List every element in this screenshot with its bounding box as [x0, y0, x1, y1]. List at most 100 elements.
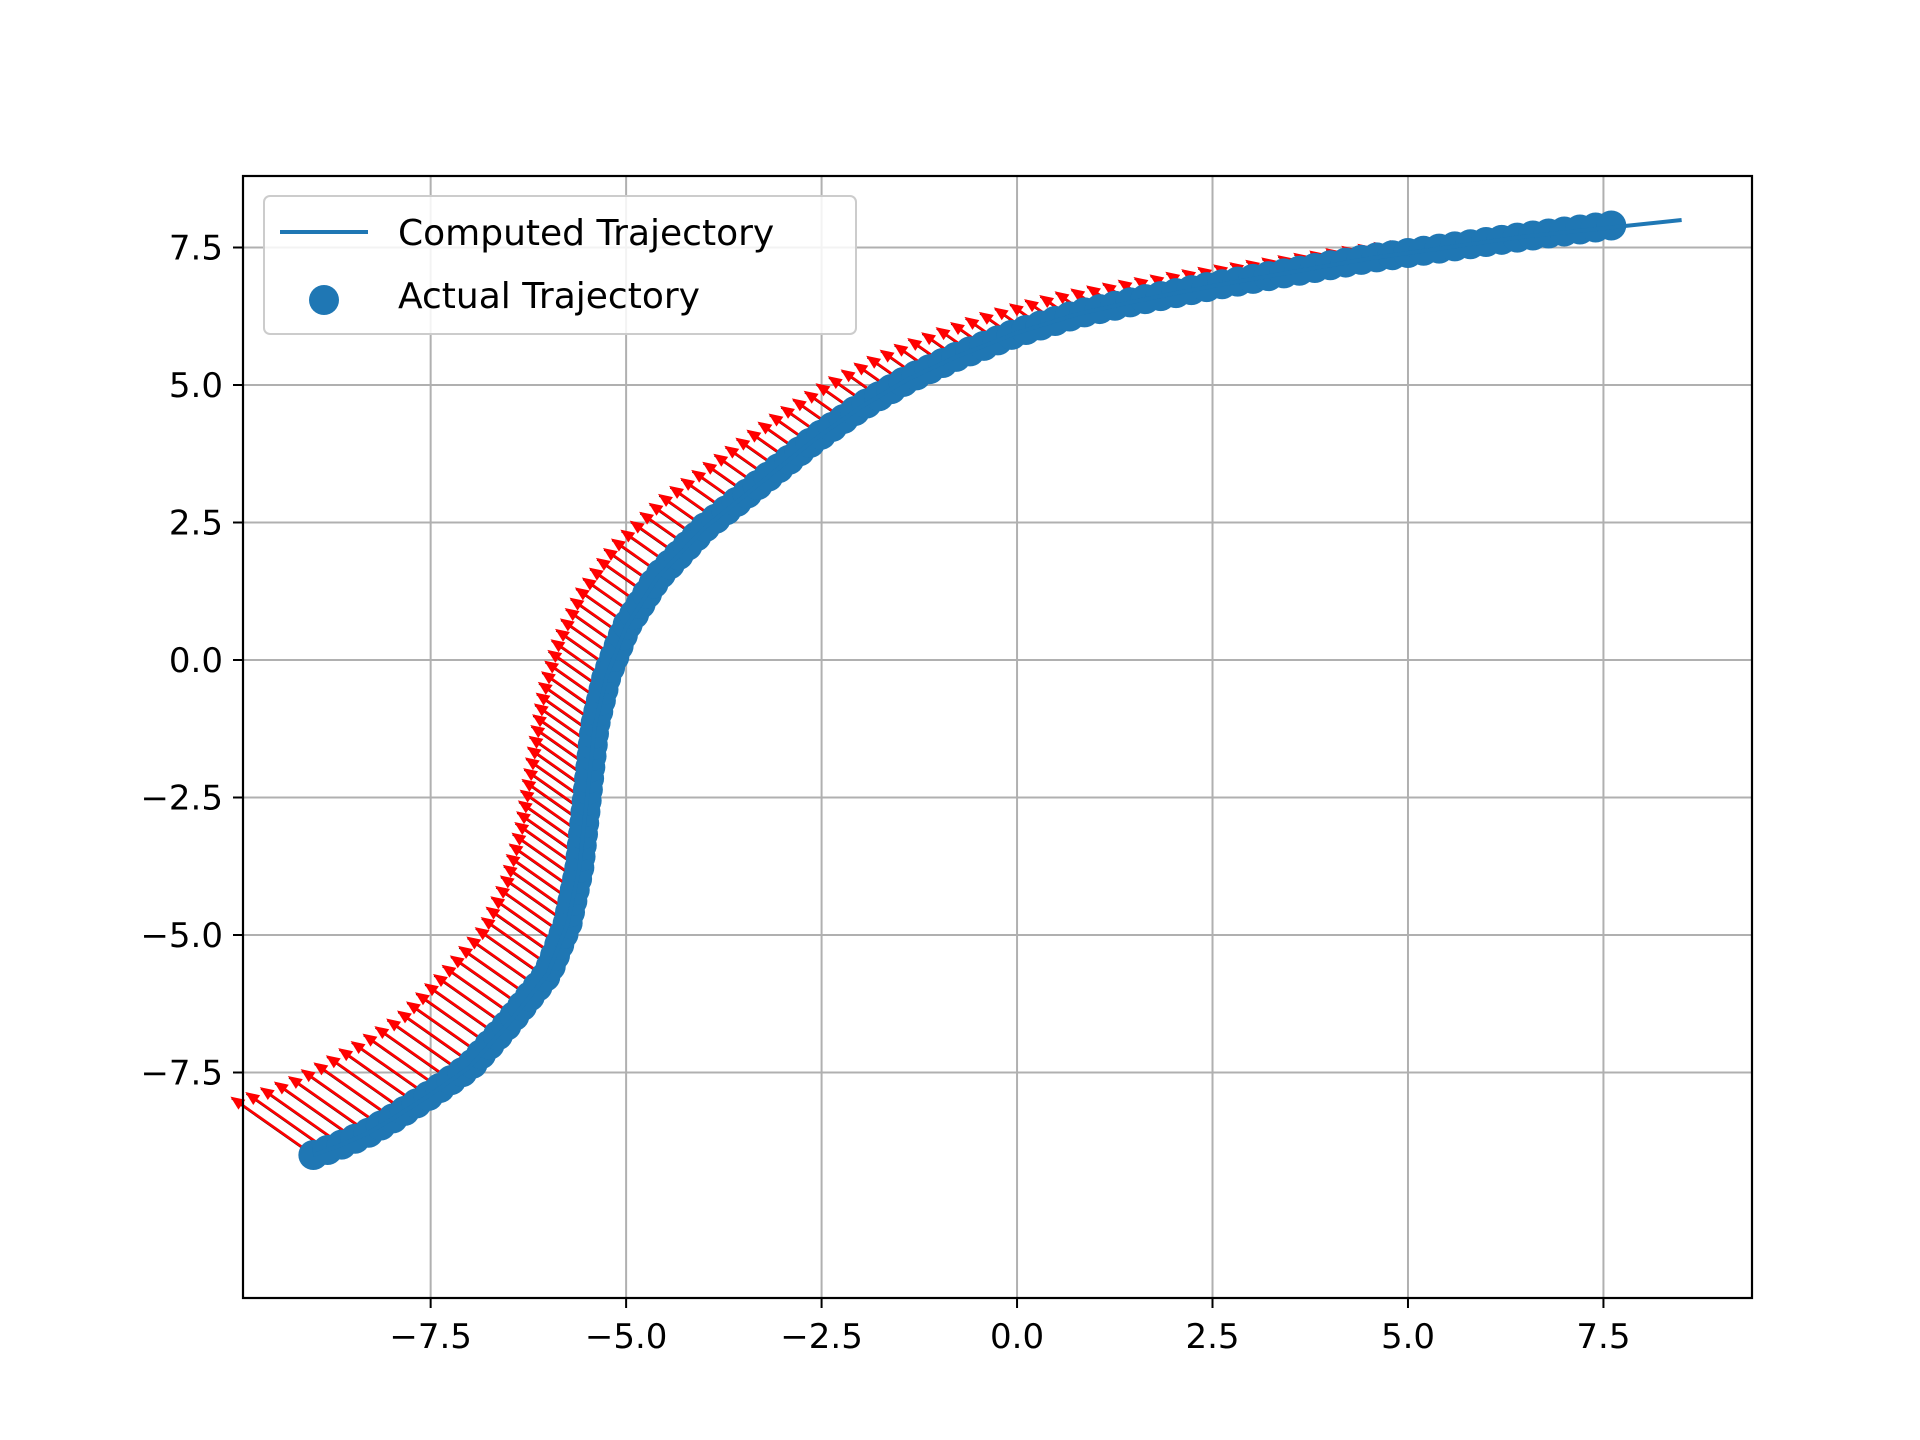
arrow-head: [559, 618, 575, 632]
arrow-head: [866, 355, 882, 369]
legend-box: [263, 195, 857, 335]
arrow-head: [639, 511, 654, 525]
x-tick-label-4: 2.5: [1185, 1317, 1239, 1357]
y-tick-label-0: −7.5: [140, 1054, 223, 1094]
x-tick-label-5: 5.0: [1381, 1317, 1435, 1357]
arrow-head: [386, 1018, 402, 1032]
computed-trajectory-line: [312, 218, 1682, 1157]
arrow-head: [610, 538, 626, 552]
arrow-head: [1117, 279, 1133, 293]
arrow-head: [374, 1026, 390, 1040]
x-tick-label-2: −2.5: [780, 1317, 863, 1357]
arrow-head: [629, 520, 645, 534]
arrow-head: [338, 1048, 354, 1062]
arrow-head: [259, 1087, 275, 1101]
legend-circle-marker: [309, 285, 339, 315]
arrow-head: [544, 660, 560, 674]
arrow-head: [449, 955, 465, 969]
arrow-head: [791, 398, 807, 412]
arrow-head: [519, 789, 535, 803]
arrow-head: [1101, 282, 1117, 296]
arrow-head: [514, 821, 530, 835]
arrow-head: [1039, 295, 1055, 309]
arrow-head: [921, 332, 937, 346]
arrow-head: [993, 307, 1009, 321]
arrow-head: [505, 854, 521, 868]
arrow-head: [499, 875, 515, 889]
legend: Computed Trajectory Actual Trajectory: [263, 195, 857, 335]
arrow-head: [490, 896, 506, 910]
arrow-head: [550, 639, 566, 653]
arrow-head: [1165, 271, 1181, 285]
arrow-head: [803, 390, 819, 404]
arrow-head: [485, 906, 501, 920]
arrow-head: [245, 1092, 261, 1106]
arrow-head: [405, 1001, 421, 1015]
arrow-head: [620, 529, 636, 543]
y-tick-label-6: 7.5: [169, 229, 223, 269]
arrow-head: [535, 692, 551, 706]
arrow-head: [1086, 285, 1101, 299]
arrow-head: [815, 383, 831, 397]
plot-frame: [241, 174, 1754, 1300]
arrow-head: [907, 337, 923, 351]
arrow-head: [680, 477, 696, 491]
arrow-head: [949, 322, 965, 335]
arrow-head: [414, 992, 430, 1006]
y-tick-label-2: −2.5: [140, 779, 223, 819]
arrow-head: [466, 936, 482, 950]
arrow-head: [533, 703, 549, 717]
arrow-head: [1008, 303, 1024, 317]
arrow-head: [588, 567, 604, 581]
arrow-head: [724, 445, 740, 459]
arrow-head: [458, 945, 473, 959]
arrow-head: [564, 608, 580, 621]
y-tick-label-3: 0.0: [169, 641, 223, 681]
arrow-head: [523, 768, 539, 782]
x-tick-label-0: −7.5: [389, 1317, 472, 1357]
arrow-head: [1149, 274, 1165, 288]
arrow-head: [964, 316, 980, 330]
arrow-head: [581, 577, 597, 591]
arrow-head: [780, 405, 795, 419]
arrow-head: [524, 757, 540, 771]
arrow-head: [893, 343, 909, 357]
grid-lines: [243, 176, 1752, 1298]
arrow-head: [547, 649, 563, 663]
arrow-head: [702, 461, 718, 475]
x-tick-label-1: −5.0: [585, 1317, 668, 1357]
arrow-head: [480, 917, 496, 931]
arrow-head: [669, 485, 684, 499]
arrow-head: [511, 832, 527, 846]
arrow-head: [528, 735, 544, 749]
arrow-head: [602, 547, 618, 561]
y-tick-label-4: 2.5: [169, 504, 223, 544]
arrow-head: [978, 311, 994, 325]
arrow-head: [516, 811, 531, 825]
arrow-head: [517, 800, 533, 814]
arrow-head: [713, 453, 729, 467]
arrow-head: [853, 362, 869, 376]
arrow-head: [648, 502, 664, 516]
arrow-head: [508, 843, 524, 857]
arrow-head: [423, 983, 439, 997]
arrow-head: [1024, 299, 1039, 313]
arrow-head: [658, 493, 673, 507]
arrow-head: [1133, 276, 1149, 290]
arrow-head: [768, 413, 784, 427]
legend-label-actual: Actual Trajectory: [398, 276, 700, 317]
y-tick-label-1: −5.0: [140, 916, 223, 956]
arrow-head: [691, 469, 707, 483]
arrow-head: [300, 1069, 316, 1083]
arrow-head: [1070, 288, 1086, 302]
arrow-head: [827, 376, 843, 390]
arrow-head: [935, 327, 951, 341]
arrow-head: [362, 1033, 378, 1047]
arrow-head: [537, 681, 553, 695]
arrow-head: [273, 1081, 289, 1095]
arrow-head: [530, 724, 546, 738]
y-tick-label-5: 5.0: [169, 366, 223, 406]
arrow-head: [735, 437, 751, 451]
